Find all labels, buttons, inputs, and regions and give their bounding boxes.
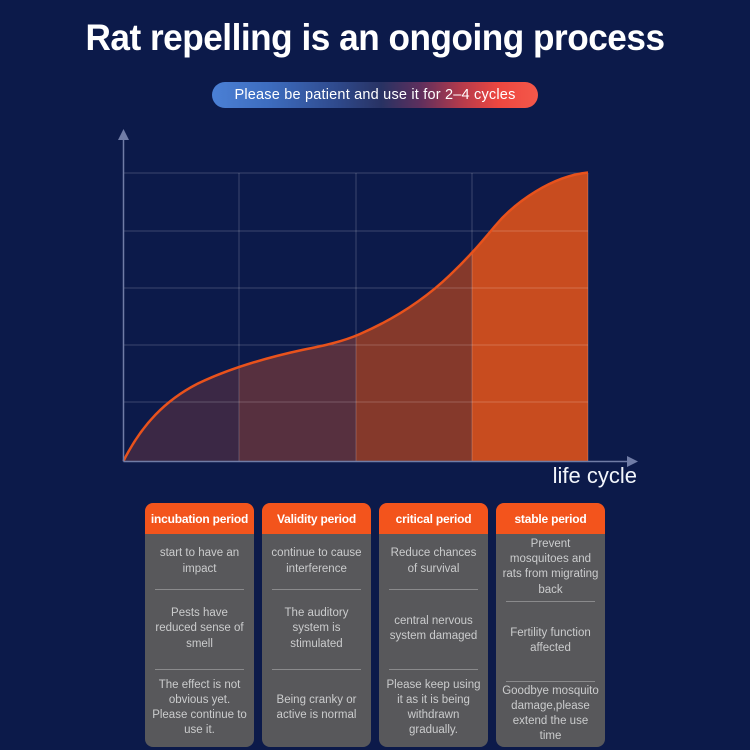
periods-table: incubation period start to have an impac… bbox=[145, 503, 605, 748]
band-critical bbox=[356, 172, 472, 461]
period-cell: Prevent mosquitoes and rats from migrati… bbox=[502, 538, 599, 596]
band-incubation bbox=[123, 172, 239, 461]
period-cell: Goodbye mosquito damage,please extend th… bbox=[496, 680, 605, 748]
period-column-critical: critical period Reduce chances of surviv… bbox=[379, 503, 488, 748]
period-header: stable period bbox=[496, 503, 605, 534]
period-cell: The effect is not obvious yet. Please co… bbox=[145, 669, 254, 747]
period-header: Validity period bbox=[262, 503, 371, 534]
x-axis-label: life cycle bbox=[552, 463, 637, 488]
subtitle-banner: Please be patient and use it for 2–4 cyc… bbox=[212, 82, 538, 108]
period-column-stable: stable period Prevent mosquitoes and rat… bbox=[496, 503, 605, 748]
period-cell: Pests have reduced sense of smell bbox=[145, 589, 254, 669]
page-title: Rat repelling is an ongoing process bbox=[85, 17, 665, 58]
growth-curve bbox=[122, 171, 589, 462]
period-cell: Please keep using it as it is being with… bbox=[379, 669, 488, 747]
period-body: Reduce chances of survival central nervo… bbox=[379, 534, 488, 748]
period-cell: start to have an impact bbox=[159, 547, 240, 575]
period-header: incubation period bbox=[145, 503, 254, 534]
period-cell: central nervous system damaged bbox=[379, 589, 488, 669]
period-cell: Being cranky or active is normal bbox=[262, 669, 371, 747]
band-stable bbox=[472, 172, 588, 461]
chart-canvas bbox=[118, 129, 638, 467]
period-body: continue to cause interference The audit… bbox=[262, 534, 371, 748]
x-axis-arrow-icon bbox=[627, 456, 638, 467]
y-axis-arrow-icon bbox=[118, 129, 129, 140]
period-cell: Reduce chances of survival bbox=[390, 547, 477, 575]
period-cell: continue to cause interference bbox=[271, 547, 362, 575]
period-cell: Fertility function affected bbox=[496, 600, 605, 681]
chart-grid bbox=[123, 172, 589, 461]
period-cell: The auditory system is stimulated bbox=[262, 589, 371, 669]
band-validity bbox=[239, 172, 356, 461]
life-cycle-chart bbox=[95, 120, 665, 498]
period-body: Prevent mosquitoes and rats from migrati… bbox=[496, 534, 605, 748]
axes bbox=[122, 139, 628, 463]
period-body: start to have an impact Pests have reduc… bbox=[145, 534, 254, 748]
period-header: critical period bbox=[379, 503, 488, 534]
period-column-incubation: incubation period start to have an impac… bbox=[145, 503, 254, 748]
period-column-validity: Validity period continue to cause interf… bbox=[262, 503, 371, 748]
subtitle-banner-text: Please be patient and use it for 2–4 cyc… bbox=[234, 87, 516, 103]
